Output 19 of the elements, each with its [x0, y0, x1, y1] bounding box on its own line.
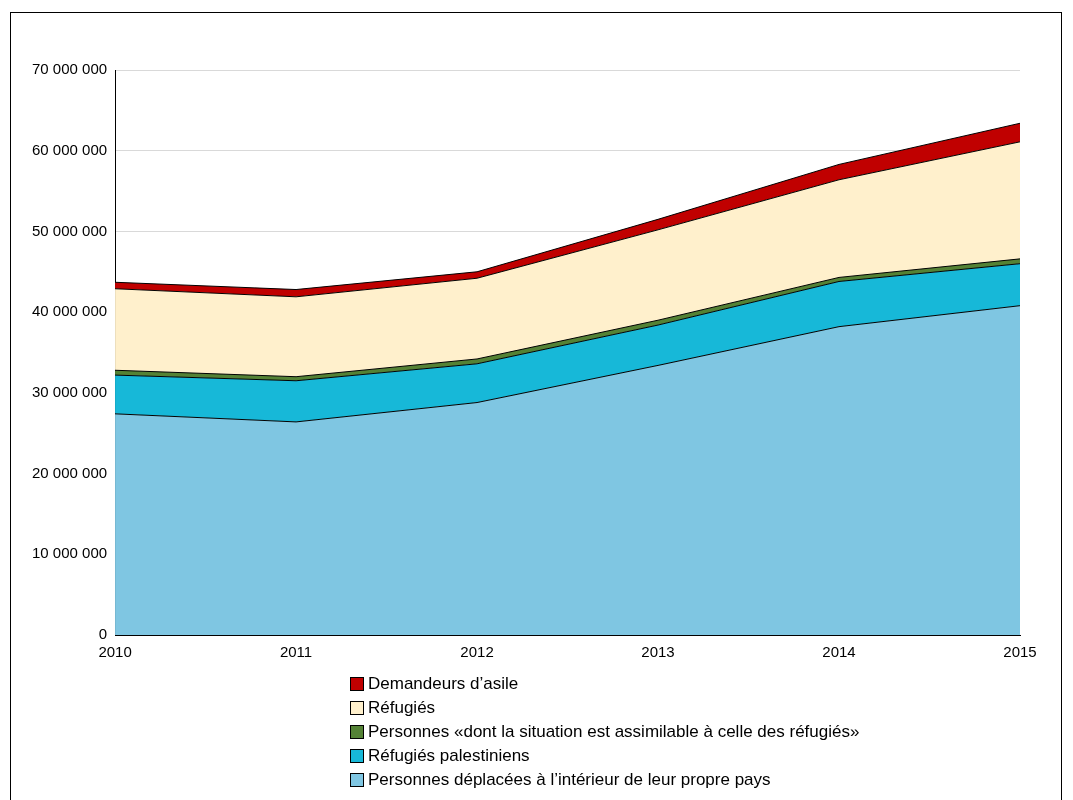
legend-label: Personnes «dont la situation est assimilable à celle des réfugiés»	[368, 721, 860, 743]
x-tick-label: 2014	[822, 643, 856, 661]
y-tick-label: 30 000 000	[32, 383, 108, 400]
x-tick-label: 2012	[460, 643, 494, 661]
y-tick-label: 50 000 000	[32, 221, 108, 239]
x-tick-label: 2010	[98, 643, 132, 661]
y-tick-label: 0	[98, 625, 108, 643]
x-tick-label: 2015	[1003, 643, 1037, 661]
legend-label: Personnes déplacées à l’intérieur de leur propre pays	[368, 769, 771, 791]
legend-label: Demandeurs d’asile	[368, 673, 519, 695]
legend-label: Réfugiés palestiniens	[368, 745, 530, 767]
y-tick-label: 20 000 000	[32, 463, 108, 481]
y-tick-label: 60 000 000	[32, 140, 108, 158]
legend-label: Réfugiés	[368, 697, 436, 719]
y-tick-label: 70 000 000	[32, 60, 108, 78]
y-tick-label: 40 000 000	[32, 302, 108, 320]
x-tick-label: 2013	[641, 643, 675, 661]
x-tick-label: 2011	[279, 643, 313, 661]
y-tick-label: 10 000 000	[32, 544, 108, 562]
